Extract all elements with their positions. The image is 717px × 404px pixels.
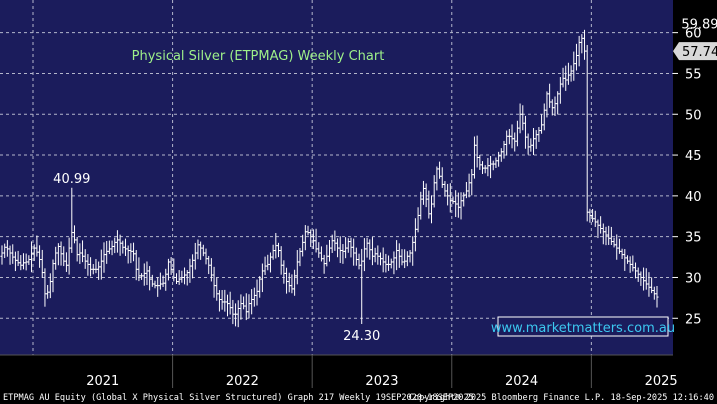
y-tick-label-35: 35 [685, 231, 702, 246]
y-tick-label-40: 40 [685, 190, 702, 205]
x-label-2021: 2021 [86, 374, 119, 389]
y-tick-label-55: 55 [685, 67, 702, 82]
plot-area [0, 0, 673, 355]
chart-title: Physical Silver (ETPMAG) Weekly Chart [132, 49, 385, 64]
ohlc-bars [0, 29, 659, 328]
annotation-59.89: 59.89 [681, 18, 717, 33]
y-tick-label-25: 25 [685, 312, 702, 327]
x-axis: 2021 2022 2023 2024 2025 [0, 354, 678, 389]
last-price-value: 57.74 [682, 45, 717, 60]
annotation-40.99: 40.99 [53, 172, 90, 187]
watermark-box [497, 316, 669, 337]
footer-bar [0, 388, 717, 404]
y-tick-label-30: 30 [685, 271, 702, 286]
footer-right: Copyright® 2025 Bloomberg Finance L.P. 1… [409, 393, 714, 403]
annotations: 40.99 24.30 59.89 [53, 18, 717, 344]
y-tick-label-60: 60 [685, 27, 702, 42]
x-label-2024: 2024 [505, 374, 538, 389]
y-tick-label-45: 45 [685, 149, 702, 164]
x-label-2022: 2022 [226, 374, 259, 389]
y-tick-label-50: 50 [685, 108, 702, 123]
grid [0, 0, 673, 355]
x-label-2025: 2025 [645, 374, 678, 389]
y-axis: 25 30 35 40 45 50 55 60 [673, 27, 702, 327]
watermark: www.marketmatters.com.au [491, 321, 675, 336]
last-price-label: 57.74 [673, 42, 717, 61]
x-label-2023: 2023 [365, 374, 398, 389]
footer-left: ETPMAG AU Equity (Global X Physical Silv… [3, 393, 474, 403]
ohlc-bar-244 [655, 285, 659, 308]
annotation-24.30: 24.30 [343, 329, 380, 344]
